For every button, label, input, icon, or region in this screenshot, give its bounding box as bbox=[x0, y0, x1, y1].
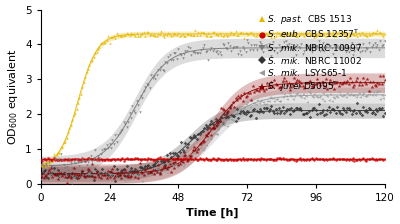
Y-axis label: OD$_{600}$ equivalent: OD$_{600}$ equivalent bbox=[6, 48, 20, 145]
X-axis label: Time [h]: Time [h] bbox=[186, 208, 239, 218]
Legend: $\mathit{S.\ past.}$ CBS 1513, $\mathit{S.\ eub.}$ CBS 12357$^{\mathrm{T}}$, $\m: $\mathit{S.\ past.}$ CBS 1513, $\mathit{… bbox=[258, 12, 363, 95]
